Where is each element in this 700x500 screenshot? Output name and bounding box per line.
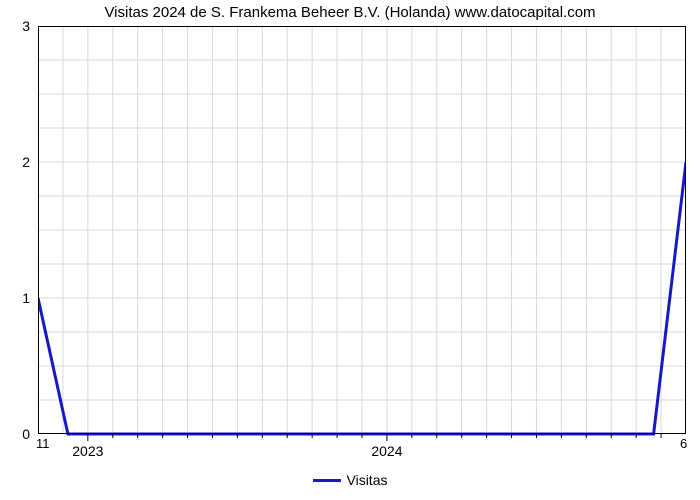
legend-label: Visitas [347, 472, 388, 488]
x-tick-label: 2023 [72, 443, 103, 459]
chart-title: Visitas 2024 de S. Frankema Beheer B.V. … [0, 4, 700, 21]
corner-label-bottom-right: 6 [680, 436, 687, 451]
plot-area: 012320232024 [38, 26, 686, 434]
y-tick-label: 3 [22, 18, 30, 34]
corner-label-bottom-left: 11 [36, 436, 50, 451]
y-tick-label: 0 [22, 426, 30, 442]
y-tick-label: 1 [22, 290, 30, 306]
chart-container: Visitas 2024 de S. Frankema Beheer B.V. … [0, 0, 700, 500]
legend: Visitas [0, 472, 700, 488]
legend-swatch [313, 479, 341, 482]
y-tick-label: 2 [22, 154, 30, 170]
x-tick-label: 2024 [371, 443, 402, 459]
plot-svg [38, 26, 686, 448]
